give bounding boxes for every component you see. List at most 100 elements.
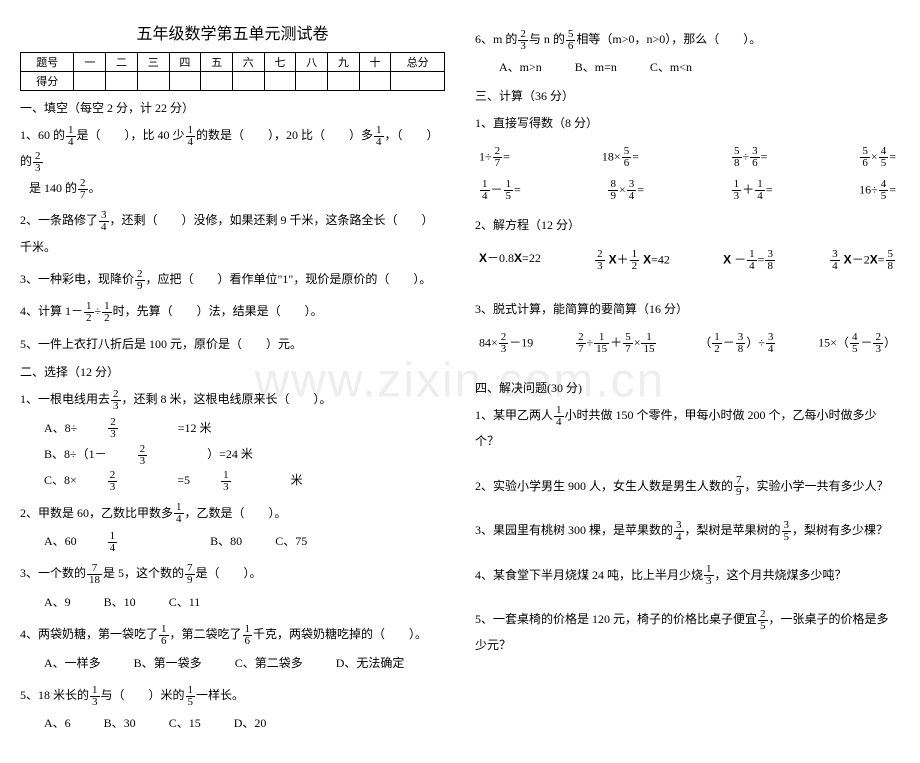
- equation: 34 X－2X=58: [829, 249, 896, 272]
- table-row: 得分: [21, 72, 445, 91]
- calc: 15×（45－23）: [818, 332, 896, 355]
- section-3-title: 三、计算（36 分）: [475, 87, 900, 104]
- question: 1、60 的14是（ ），比 40 少14的数是（ ），20 比（ ）多14，（…: [20, 122, 445, 201]
- text: 2、一条路修了: [20, 213, 98, 227]
- question: 4、计算 1－12÷12时，先算（ ）法，结果是（ ）。: [20, 298, 445, 324]
- problem: 1、某甲乙两人14小时共做 150 个零件，甲每小时做 200 个，乙每小时做多…: [475, 402, 900, 455]
- text: 5、一套桌椅的价格是 120 元，椅子的价格比桌子便宜: [475, 612, 757, 626]
- text: ，梨树有多少棵？: [792, 523, 888, 537]
- question: 2、一条路修了34，还剩（ ）没修，如果还剩 9 千米，这条路全长（ ）千米。: [20, 207, 445, 260]
- text: 1、某甲乙两人: [475, 408, 553, 422]
- option: D、无法确定: [336, 650, 405, 676]
- option: A、9: [44, 589, 71, 615]
- calc: 58÷36=: [731, 146, 767, 169]
- option: B、30: [104, 710, 136, 736]
- cell: 题号: [21, 53, 74, 72]
- equation: X －14=38: [723, 249, 776, 272]
- question: 3、一种彩电，现降价29，应把（ ）看作单位"1"，现价是原价的（ ）。: [20, 266, 445, 292]
- text: 4、两袋奶糖，第一袋吃了: [20, 627, 158, 641]
- calc: 1÷27=: [479, 146, 510, 169]
- equation-row: X－0.8X=22 23 X＋12 X=42 X －14=38 34 X－2X=…: [475, 249, 900, 272]
- calc-row: 1÷27= 18×56= 58÷36= 56×45=: [475, 146, 900, 169]
- calc: 16÷45=: [859, 179, 896, 202]
- option: C、11: [169, 589, 201, 615]
- text: ，实验小学一共有多少人？: [745, 479, 889, 493]
- calc-row: 14－15= 89×34= 13＋14= 16÷45=: [475, 179, 900, 202]
- text: 千克，两袋奶糖吃掉的（ ）。: [253, 627, 427, 641]
- text: 与 n 的: [529, 32, 565, 46]
- text: ，还剩 8 米，这根电线原来长（ ）。: [122, 392, 332, 406]
- text: ，乙数是（ ）。: [185, 506, 287, 520]
- text: ，梨树是苹果树的: [685, 523, 781, 537]
- text: 2、实验小学男生 900 人，女生人数是男生人数的: [475, 479, 733, 493]
- cell: 九: [327, 53, 359, 72]
- text: 3、果园里有桃树 300 棵，是苹果数的: [475, 523, 673, 537]
- right-column: 6、m 的23与 n 的56相等（m>0，n>0），那么（ ）。 A、m>n B…: [475, 20, 900, 743]
- option: C、75: [275, 528, 307, 554]
- calc: 56×45=: [859, 146, 896, 169]
- calc: 14－15=: [479, 179, 521, 202]
- text: 一样长。: [196, 688, 244, 702]
- score-table: 题号 一 二 三 四 五 六 七 八 九 十 总分 得分: [20, 52, 445, 91]
- page: 五年级数学第五单元测试卷 题号 一 二 三 四 五 六 七 八 九 十 总分 得…: [20, 20, 900, 743]
- text: 5、18 米长的: [20, 688, 89, 702]
- problem: 3、果园里有桃树 300 棵，是苹果数的34，梨树是苹果树的35，梨树有多少棵？: [475, 517, 900, 543]
- text: 时，先算（ ）法，结果是（ ）。: [113, 304, 323, 318]
- option: A、8÷23=12 米: [44, 415, 242, 441]
- text: 6、m 的: [475, 32, 517, 46]
- option: C、m<n: [650, 54, 692, 80]
- option: D、20: [234, 710, 267, 736]
- text: 4、某食堂下半月烧煤 24 吨，比上半月少烧: [475, 568, 703, 582]
- option: A、6: [44, 710, 71, 736]
- cell: 一: [74, 53, 106, 72]
- cell: 总分: [391, 53, 445, 72]
- calc: 27÷115＋57×115: [575, 332, 657, 355]
- table-row: 题号 一 二 三 四 五 六 七 八 九 十 总分: [21, 53, 445, 72]
- text: 4、计算 1－: [20, 304, 83, 318]
- option: B、m=n: [575, 54, 617, 80]
- cell: 三: [137, 53, 169, 72]
- text: ，应把（ ）看作单位"1"，现价是原价的（ ）。: [146, 272, 432, 286]
- option: A、一样多: [44, 650, 101, 676]
- exam-title: 五年级数学第五单元测试卷: [20, 20, 445, 44]
- calc-row: 84×23－19 27÷115＋57×115 （12－38）÷34 15×（45…: [475, 332, 900, 355]
- section-2-title: 二、选择（12 分）: [20, 363, 445, 380]
- calc: 13＋14=: [731, 179, 773, 202]
- left-column: 五年级数学第五单元测试卷 题号 一 二 三 四 五 六 七 八 九 十 总分 得…: [20, 20, 445, 743]
- text: 2、甲数是 60，乙数比甲数多: [20, 506, 173, 520]
- cell: 二: [106, 53, 138, 72]
- cell: 十: [359, 53, 391, 72]
- option: C、8×23=513米: [44, 467, 333, 493]
- option: A、m>n: [499, 54, 542, 80]
- cell: 八: [296, 53, 328, 72]
- question: 5、一件上衣打八折后是 100 元，原价是（ ）元。: [20, 331, 445, 357]
- text: 是（ ）。: [196, 566, 262, 580]
- text: 是 140 的: [29, 181, 77, 195]
- equation: X－0.8X=22: [479, 249, 541, 272]
- subtitle: 1、直接写得数（8 分）: [475, 110, 900, 136]
- subtitle: 3、脱式计算，能简算的要简算（16 分）: [475, 296, 900, 322]
- question: 6、m 的23与 n 的56相等（m>0，n>0），那么（ ）。 A、m>n B…: [475, 26, 900, 81]
- calc: 89×34=: [607, 179, 644, 202]
- calc: 84×23－19: [479, 332, 533, 355]
- option: B、10: [104, 589, 136, 615]
- cell: 五: [201, 53, 233, 72]
- text: ÷: [95, 304, 102, 318]
- question: 2、甲数是 60，乙数比甲数多14，乙数是（ ）。 A、6014 B、80 C、…: [20, 500, 445, 555]
- text: 与（ ）米的: [101, 688, 185, 702]
- subtitle: 2、解方程（12 分）: [475, 212, 900, 238]
- option: B、80: [210, 528, 242, 554]
- question: 4、两袋奶糖，第一袋吃了16，第二袋吃了16千克，两袋奶糖吃掉的（ ）。 A、一…: [20, 621, 445, 676]
- problem: 2、实验小学男生 900 人，女生人数是男生人数的79，实验小学一共有多少人？: [475, 473, 900, 499]
- cell: 得分: [21, 72, 74, 91]
- section-4-title: 四、解决问题(30 分): [475, 379, 900, 396]
- option: B、第一袋多: [134, 650, 202, 676]
- option: C、第二袋多: [235, 650, 303, 676]
- cell: 四: [169, 53, 201, 72]
- equation: 23 X＋12 X=42: [594, 249, 670, 272]
- cell: 六: [232, 53, 264, 72]
- question: 1、一根电线用去23，还剩 8 米，这根电线原来长（ ）。 A、8÷23=12 …: [20, 386, 445, 494]
- option: B、8÷（1－23）=24 米: [44, 441, 283, 467]
- calc: （12－38）÷34: [699, 332, 776, 355]
- section-1-title: 一、填空（每空 2 分，计 22 分）: [20, 99, 445, 116]
